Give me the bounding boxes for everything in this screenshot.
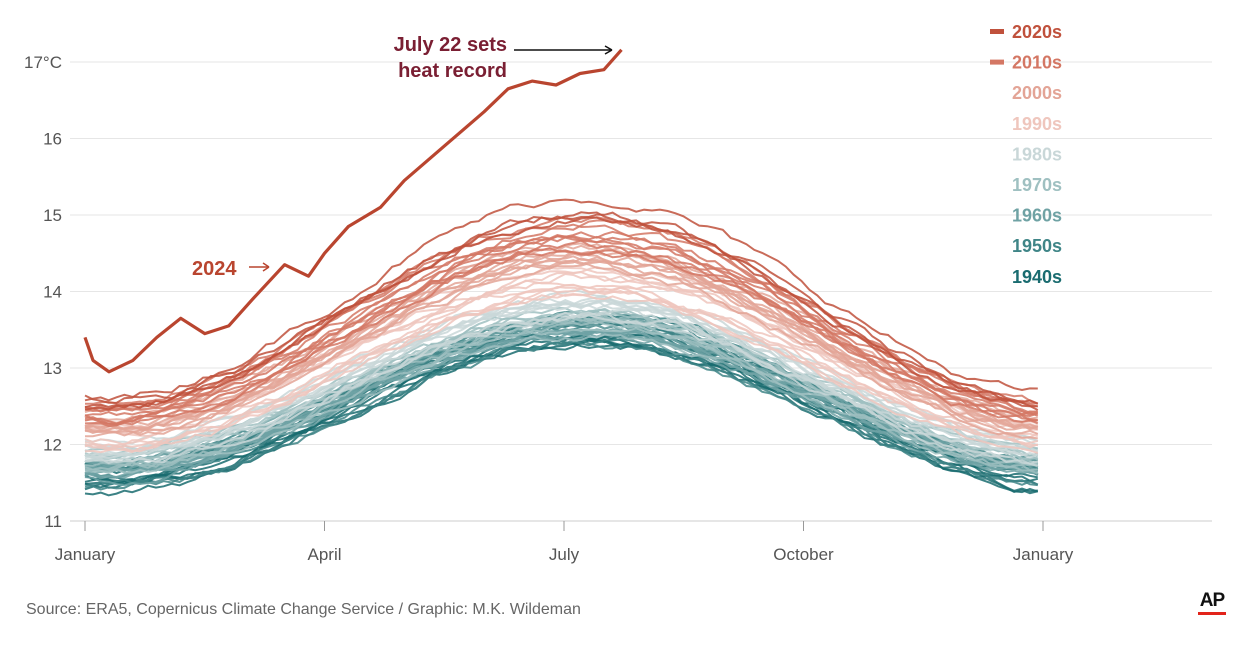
legend-entry: 1960s [1012, 206, 1062, 226]
series-line-2010s [84, 219, 1039, 413]
series-line-1980s [84, 308, 1039, 467]
series-lines [84, 198, 1039, 497]
ap-logo-bar [1198, 612, 1226, 615]
series-line-1970s [84, 327, 1039, 471]
source-note: Source: ERA5, Copernicus Climate Change … [26, 601, 581, 618]
legend-entry: 1980s [1012, 144, 1062, 164]
annotation-july22-line: July 22 sets [394, 34, 507, 56]
y-axis: 11 12 13 14 15 16 17°C [24, 53, 62, 531]
annotations: 2024 July 22 sets heat record [192, 34, 613, 280]
y-tick-label: 11 [44, 512, 62, 531]
series-line-2010s [84, 249, 1038, 426]
series-line-1940s [84, 339, 1038, 482]
legend-marker [990, 59, 1004, 65]
x-axis: January April July October January [55, 521, 1074, 564]
series-line-1960s [84, 328, 1039, 472]
x-tick-label: January [1013, 545, 1074, 564]
x-tick-label: April [307, 545, 341, 564]
y-tick-label: 13 [43, 359, 62, 378]
legend: 2020s 2010s 2000s 1990s 1980s 1970s 1960s 1950s… [990, 22, 1062, 287]
series-line-2000s [84, 252, 1039, 434]
legend-entry: 1990s [1012, 114, 1062, 134]
ap-logo: AP [1196, 590, 1228, 615]
legend-entry: 1940s [1012, 267, 1062, 287]
x-tick-label: July [549, 545, 580, 564]
series-line-2000s [84, 244, 1038, 417]
series-line-2024 [83, 48, 623, 374]
annotation-july22-line: heat record [398, 60, 507, 82]
series-line-1980s [84, 311, 1039, 465]
series-line-2000s [84, 250, 1038, 427]
legend-entry: 2010s [1012, 53, 1062, 73]
series-line-1980s [84, 310, 1039, 457]
series-line-2010s [84, 239, 1039, 428]
y-tick-label: 16 [43, 130, 62, 149]
series-line-1990s [84, 285, 1039, 450]
y-tick-label: 12 [43, 436, 62, 455]
series-line-2000s [84, 259, 1038, 440]
annotation-2024-arrowhead [262, 262, 270, 272]
series-line-2020s [84, 216, 1039, 409]
series-2024 [83, 48, 623, 374]
temperature-chart: 11 12 13 14 15 16 17°C January April July October… [24, 22, 1212, 564]
series-line-2020s [84, 198, 1038, 404]
legend-entry: 2020s [1012, 22, 1062, 42]
legend-entry: 2000s [1012, 83, 1062, 103]
legend-entry: 1970s [1012, 175, 1062, 195]
legend-marker [990, 29, 1004, 34]
series-line-1970s [84, 333, 1038, 475]
annotation-2024: 2024 [192, 258, 237, 280]
y-tick-label: 17°C [24, 53, 62, 72]
y-tick-label: 14 [43, 283, 62, 302]
series-line-1980s [84, 295, 1039, 457]
annotation-july22-arrowhead [604, 45, 613, 55]
x-tick-label: January [55, 545, 116, 564]
x-tick-label: October [773, 545, 834, 564]
series-line-1950s [84, 338, 1038, 491]
ap-logo-text: AP [1199, 590, 1225, 611]
series-line-2020s [84, 211, 1038, 408]
legend-entry: 1950s [1012, 236, 1062, 256]
y-tick-label: 15 [43, 206, 62, 225]
